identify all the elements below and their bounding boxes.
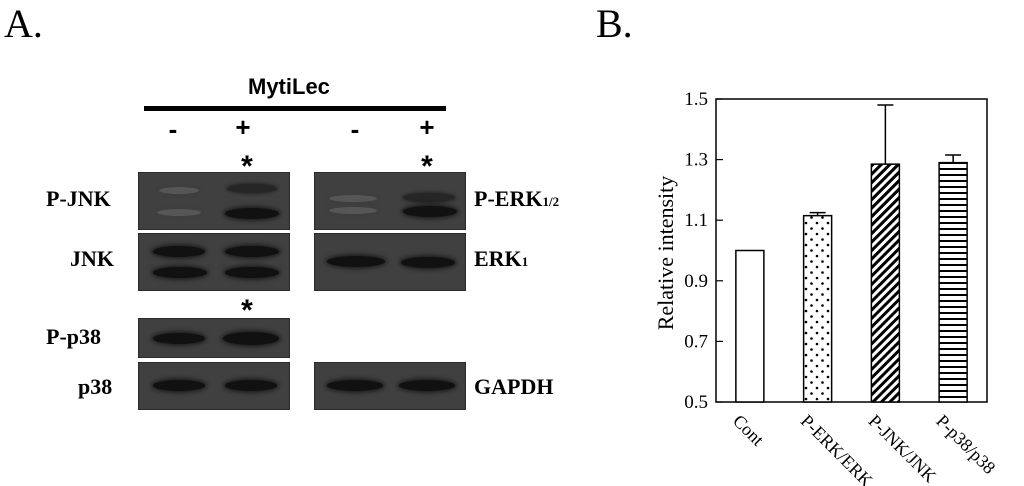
blot-p-erk	[314, 172, 466, 230]
panel-b-letter: B.	[596, 1, 633, 46]
blot-band	[401, 257, 455, 268]
blot-band	[399, 380, 455, 391]
label-erk-main: ERK	[474, 246, 522, 271]
label-p-erk: P-ERK1/2	[474, 186, 559, 212]
y-tick-label: 0.9	[684, 271, 708, 292]
blot-erk	[314, 233, 466, 291]
label-p-p38: P-p38	[46, 324, 101, 349]
blot-jnk	[138, 233, 290, 291]
significance-star-p-jnk: *	[241, 150, 253, 183]
blot-band	[225, 208, 279, 219]
y-tick-label: 1.1	[684, 210, 708, 231]
blot-band	[227, 184, 277, 193]
blot-band	[159, 187, 199, 194]
y-tick-label: 0.7	[684, 331, 708, 352]
blot-band	[223, 332, 279, 345]
category-label: P-ERK/ERK	[797, 411, 877, 486]
y-tick-label: 0.5	[684, 392, 708, 413]
label-gapdh: GAPDH	[474, 374, 554, 399]
plot-frame	[715, 98, 988, 403]
label-p-erk-main: P-ERK	[474, 186, 543, 211]
bar	[802, 214, 833, 403]
blot-band	[153, 380, 205, 391]
blot-band	[153, 267, 207, 278]
y-tick-label: 1.5	[684, 89, 708, 110]
label-erk-sub: 1	[521, 254, 529, 269]
label-p-jnk: P-JNK	[46, 186, 111, 211]
blot-band	[327, 380, 383, 391]
category-label: Cont	[729, 411, 768, 450]
mytilec-header: MytiLec	[248, 74, 330, 99]
blot-band	[225, 380, 277, 391]
blot-band	[403, 193, 455, 202]
blot-band	[403, 206, 457, 217]
significance-star-p-p38: *	[241, 294, 253, 327]
label-p-erk-sub: 1/2	[542, 194, 560, 209]
y-tick-label: 1.3	[684, 150, 708, 171]
sign-minus-left: -	[168, 114, 178, 144]
label-jnk: JNK	[70, 246, 114, 271]
significance-star-p-erk: *	[421, 150, 433, 183]
bar	[735, 249, 765, 403]
blot-band	[225, 267, 279, 278]
sign-plus-left: +	[235, 112, 251, 142]
mytilec-bracket	[144, 106, 446, 111]
panel-a-letter: A.	[4, 1, 43, 46]
sign-minus-right: -	[350, 114, 360, 144]
blot-band	[225, 246, 279, 257]
label-p38: p38	[78, 374, 113, 399]
blot-band	[157, 209, 201, 216]
blot-band	[329, 207, 377, 214]
bar	[938, 161, 968, 403]
blot-band	[327, 256, 385, 267]
category-label: P-p38/p38	[932, 411, 999, 478]
blot-band	[153, 246, 205, 257]
sign-plus-right: +	[419, 112, 435, 142]
label-erk: ERK1	[474, 246, 528, 272]
y-axis-title: Relative intensity	[653, 176, 678, 331]
blot-band	[329, 195, 377, 202]
blot-p38	[138, 362, 290, 410]
blot-p-p38	[138, 318, 290, 358]
blot-band	[153, 333, 205, 344]
blot-gapdh	[314, 362, 466, 410]
blot-p-jnk	[138, 172, 290, 230]
bar	[870, 163, 901, 403]
